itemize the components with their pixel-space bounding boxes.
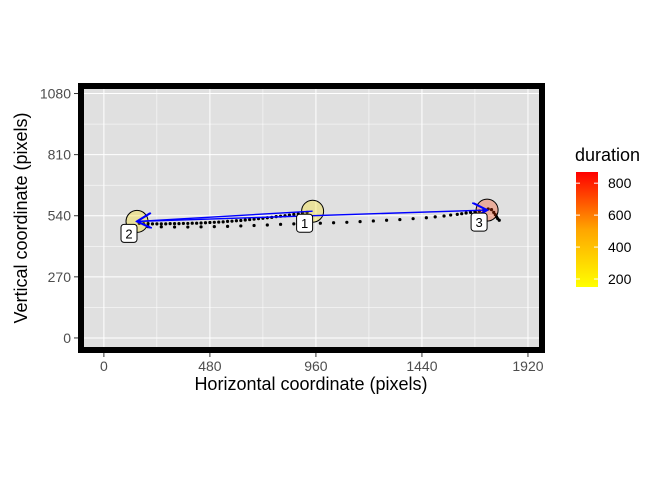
x-tick-label: 1440 [406,358,437,374]
gaze-sample-point [433,215,437,219]
x-axis: 0 480 960 1440 1920 [100,353,544,374]
y-tick-label: 0 [63,330,71,346]
gaze-sample-point [159,222,163,226]
gaze-sample-point [278,222,283,226]
gaze-sample-point [212,220,216,224]
gaze-sample-point [497,218,501,222]
gaze-sample-point [265,223,269,227]
saccade-arrow [137,210,313,221]
y-tick-label: 540 [48,208,72,224]
gaze-sample-point [455,212,459,216]
gaze-sample-point [460,212,464,216]
x-tick-label: 960 [304,358,328,374]
fixation-label: 1 [301,216,308,231]
gaze-sample-point [489,208,494,212]
gaze-sample-point [181,221,185,226]
gaze-sample-point [384,218,389,222]
x-tick-label: 480 [198,358,222,374]
gaze-sample-point [190,221,194,225]
gaze-sample-point [155,222,159,226]
gaze-sample-point [331,221,336,225]
x-tick-label: 0 [100,358,108,374]
fixation-label: 3 [475,215,482,230]
gaze-sample-point [186,221,190,226]
legend-colorbar [576,172,598,287]
gaze-sample-point [203,221,208,225]
fixation-label: 2 [125,226,132,241]
gaze-sample-point [208,220,212,225]
legend-tick-label: 600 [608,207,632,223]
gaze-sample-point [292,222,296,226]
x-tick-label: 1920 [512,358,543,374]
gaze-sample-point [411,217,415,221]
x-axis-title: Horizontal coordinate (pixels) [194,374,427,394]
gaze-sample-point [239,218,243,223]
gaze-sample-point [225,224,230,228]
gaze-sample-point [172,222,177,226]
gaze-sample-point [318,221,322,225]
y-axis: 0 270 540 810 1080 [40,86,78,346]
gaze-sample-point [159,225,163,229]
legend-tick-label: 200 [608,271,632,287]
gaze-sample-point [221,220,225,224]
gaze-sample-point [199,225,203,229]
gaze-sample-point [252,223,256,228]
y-tick-label: 1080 [40,86,71,102]
gaze-sample-point [464,211,468,215]
gaze-sample-point [212,225,216,229]
gaze-sample-point [239,224,243,228]
fixation-label-box [296,213,314,233]
legend-tick-label: 400 [608,239,632,255]
legend: duration 200 400 600 800 [575,145,640,287]
legend-tick-label: 800 [608,175,632,191]
gaze-sample-point [345,220,349,224]
gaze-sample-point [492,210,496,214]
gaze-sample-point [468,210,473,214]
fixation-label-box [470,212,488,232]
fixation-label-box [120,223,138,243]
y-axis-title: Vertical coordinate (pixels) [11,112,31,323]
gaze-sample-point [442,214,446,218]
gaze-sample-point [398,217,402,222]
gaze-sample-point [292,212,296,216]
gaze-sample-point [217,220,221,224]
gaze-sample-point [234,219,239,223]
gaze-sample-point [164,222,168,226]
gaze-sample-point [172,225,177,229]
gaze-sample-point [225,219,230,223]
gaze-sample-point [230,219,234,223]
gaze-sample-point [195,221,199,225]
gaze-sample-point [243,218,247,222]
legend-ticks: 200 400 600 800 [576,175,632,287]
gaze-sample-point [199,221,203,225]
gaze-sample-point [371,219,375,223]
legend-title: duration [575,145,640,165]
gaze-sample-point [449,213,453,217]
y-tick-label: 270 [48,269,72,285]
gaze-sample-point [150,222,155,226]
gaze-sample-point [248,217,252,222]
gaze-sample-point [177,222,181,226]
gaze-sample-point [424,216,428,220]
gaze-sample-point [168,222,172,226]
gaze-sample-point [186,225,190,229]
fixation-labels: 1 2 3 [120,212,488,243]
y-tick-label: 810 [48,147,72,163]
gridlines [84,89,539,347]
gaze-sample-point [358,220,362,224]
